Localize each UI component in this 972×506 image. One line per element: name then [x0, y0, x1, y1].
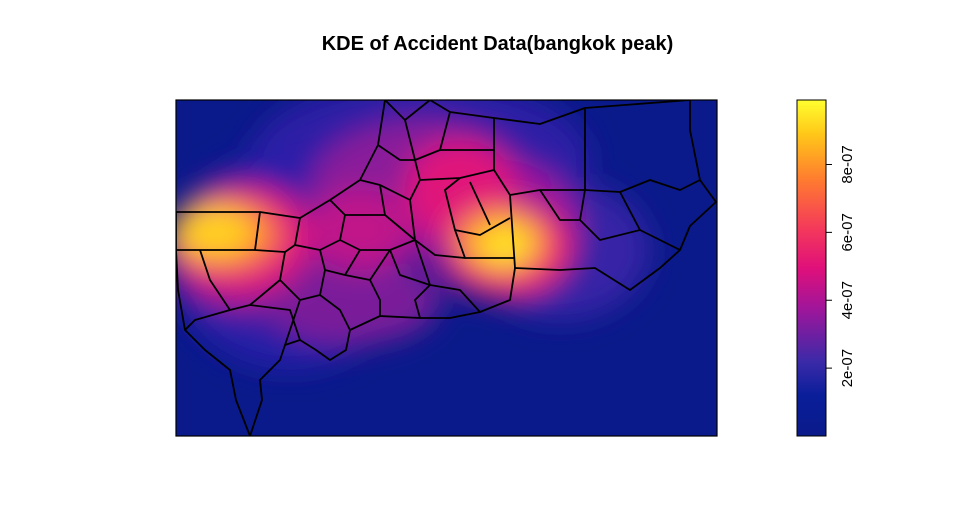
district-line	[184, 309, 231, 331]
legend-tick-label: 6e-07	[839, 213, 856, 251]
district-line	[249, 304, 301, 341]
legend-ticks: 2e-07 4e-07 6e-07 8e-07	[826, 145, 856, 387]
legend-colorbar: 2e-07 4e-07 6e-07 8e-07	[796, 99, 856, 437]
district-line	[539, 189, 580, 221]
district-boundaries	[176, 100, 717, 436]
district-line	[469, 181, 491, 226]
district-line	[369, 279, 381, 316]
district-line	[584, 179, 701, 193]
district-line	[284, 299, 301, 346]
district-line	[414, 239, 481, 313]
district-line	[319, 269, 351, 331]
district-line	[199, 249, 286, 311]
district-line	[414, 284, 431, 319]
legend-tick-label: 8e-07	[839, 145, 856, 183]
district-line	[579, 189, 641, 241]
legend-tick-label: 2e-07	[839, 349, 856, 387]
map-frame	[175, 99, 718, 437]
kde-density-raster	[176, 100, 717, 436]
district-line	[404, 111, 451, 161]
district-line	[389, 249, 431, 286]
district-line	[254, 211, 296, 253]
district-line	[509, 194, 516, 269]
district-line	[377, 144, 415, 161]
district-line	[319, 249, 361, 276]
plot-title: KDE of Accident Data(bangkok peak)	[321, 33, 674, 55]
legend-gradient-bar	[796, 99, 827, 437]
district-line	[294, 217, 341, 251]
legend-tick-label: 4e-07	[839, 281, 856, 319]
